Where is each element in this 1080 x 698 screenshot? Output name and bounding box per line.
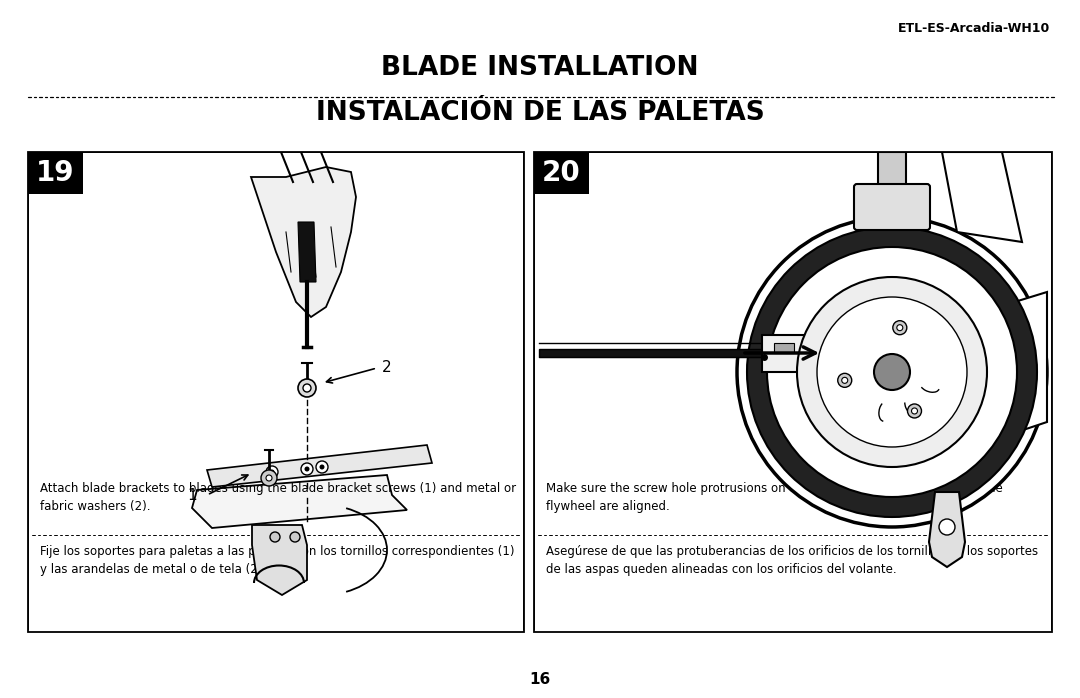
- Circle shape: [298, 379, 316, 397]
- Text: ETL-ES-Arcadia-WH10: ETL-ES-Arcadia-WH10: [897, 22, 1050, 35]
- Text: INSTALACIÓN DE LAS PALETAS: INSTALACIÓN DE LAS PALETAS: [315, 100, 765, 126]
- Polygon shape: [929, 492, 966, 567]
- Bar: [524, 0, 534, 698]
- Text: INSTALACIÓN DE LAS PALETAS: INSTALACIÓN DE LAS PALETAS: [315, 100, 765, 126]
- Bar: [534, 152, 589, 194]
- Circle shape: [305, 466, 310, 472]
- Polygon shape: [252, 525, 307, 595]
- Circle shape: [893, 320, 907, 334]
- Polygon shape: [982, 292, 1047, 437]
- Circle shape: [291, 532, 300, 542]
- Polygon shape: [207, 445, 432, 487]
- Circle shape: [816, 297, 967, 447]
- Circle shape: [266, 475, 272, 481]
- Text: Asegúrese de que las protuberancias de los orificios de los tornillos en los sop: Asegúrese de que las protuberancias de l…: [546, 545, 1038, 576]
- Polygon shape: [762, 335, 842, 372]
- Circle shape: [270, 532, 280, 542]
- Bar: [1052, 0, 1080, 698]
- Text: Attach blade brackets to blades using the blade bracket screws (1) and metal or
: Attach blade brackets to blades using th…: [40, 482, 516, 513]
- Circle shape: [316, 461, 328, 473]
- Circle shape: [841, 378, 848, 383]
- Circle shape: [320, 464, 324, 470]
- Polygon shape: [251, 167, 356, 317]
- Text: BLADE INSTALLATION: BLADE INSTALLATION: [381, 55, 699, 81]
- Circle shape: [939, 519, 955, 535]
- Circle shape: [874, 354, 910, 390]
- Polygon shape: [192, 475, 407, 528]
- Bar: [534, 152, 1052, 632]
- Circle shape: [838, 373, 852, 387]
- Bar: [0, 0, 1080, 152]
- Text: 16: 16: [529, 672, 551, 687]
- Text: 1: 1: [187, 487, 197, 503]
- Circle shape: [767, 247, 1017, 497]
- Circle shape: [303, 384, 311, 392]
- Bar: [28, 152, 83, 194]
- Text: 20: 20: [542, 159, 581, 187]
- Text: ETL-ES-Arcadia-WH10: ETL-ES-Arcadia-WH10: [897, 22, 1050, 35]
- Text: 19: 19: [37, 159, 75, 187]
- Bar: [774, 343, 794, 353]
- Bar: [28, 152, 524, 632]
- Text: BLADE INSTALLATION: BLADE INSTALLATION: [381, 55, 699, 81]
- FancyBboxPatch shape: [854, 184, 930, 230]
- Text: 19: 19: [37, 159, 75, 187]
- Bar: [534, 152, 589, 194]
- Polygon shape: [298, 222, 316, 282]
- Bar: [0, 630, 1080, 698]
- Circle shape: [896, 325, 903, 331]
- Circle shape: [301, 463, 313, 475]
- Text: Fije los soportes para paletas a las paletas con los tornillos correspondientes : Fije los soportes para paletas a las pal…: [40, 545, 514, 576]
- Bar: [28, 152, 524, 632]
- Text: 2: 2: [382, 360, 392, 376]
- Circle shape: [261, 470, 276, 486]
- Bar: [534, 152, 1052, 632]
- Bar: [0, 0, 28, 698]
- Polygon shape: [942, 152, 1022, 242]
- Circle shape: [907, 404, 921, 418]
- Bar: [539, 349, 762, 357]
- Circle shape: [797, 277, 987, 467]
- Text: 16: 16: [529, 672, 551, 687]
- Bar: [878, 152, 906, 232]
- Circle shape: [266, 466, 278, 478]
- Circle shape: [912, 408, 918, 414]
- Text: Make sure the screw hole protrusions on the blade brackets and holes on the
flyw: Make sure the screw hole protrusions on …: [546, 482, 1002, 513]
- Text: 20: 20: [542, 159, 581, 187]
- Circle shape: [270, 470, 274, 475]
- Circle shape: [737, 217, 1047, 527]
- Bar: [28, 152, 83, 194]
- Circle shape: [747, 227, 1037, 517]
